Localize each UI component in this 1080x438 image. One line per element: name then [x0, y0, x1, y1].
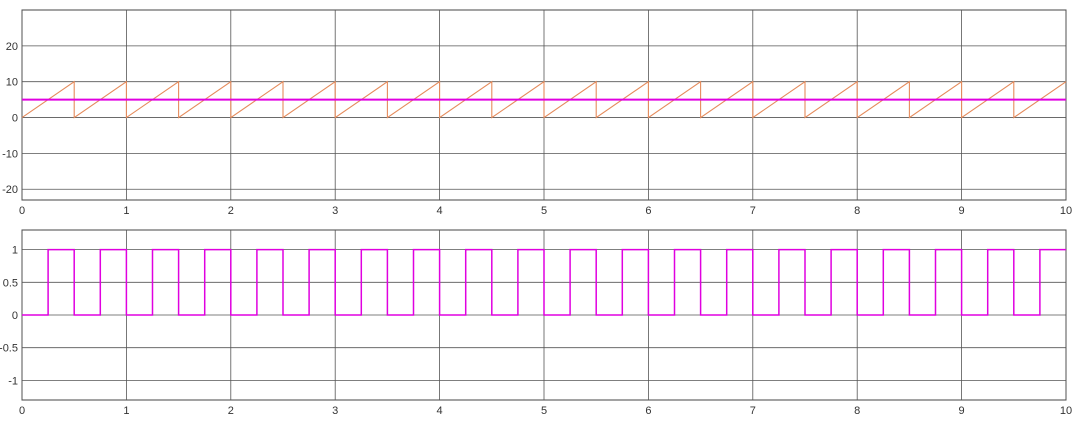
x-tick-label: 9 [959, 205, 965, 217]
x-tick-label: 10 [1060, 405, 1072, 417]
y-tick-label: 0 [12, 310, 18, 322]
x-tick-label: 9 [959, 405, 965, 417]
x-tick-label: 5 [541, 405, 547, 417]
x-tick-label: 5 [541, 205, 547, 217]
x-tick-label: 7 [750, 405, 756, 417]
y-tick-label: -0.5 [0, 343, 18, 355]
series-square [22, 248, 1066, 316]
x-tick-label: 4 [437, 405, 443, 417]
x-tick-label: 0 [19, 205, 25, 217]
plot-top: 0 1 2 3 4 5 6 7 8 9 10 -20 -10 0 10 20 [2, 10, 1072, 217]
x-tick-label: 7 [750, 205, 756, 217]
y-tick-label: 1 [12, 245, 18, 257]
y-tick-label: 10 [6, 77, 18, 89]
y-tick-label: 0 [12, 113, 18, 125]
x-tick-label: 10 [1060, 205, 1072, 217]
plot-bottom: 0 1 2 3 4 5 6 7 8 9 10 -1 -0.5 0 0.5 1 [0, 230, 1072, 417]
x-tick-label: 8 [854, 205, 860, 217]
x-tick-label: 1 [123, 205, 129, 217]
y-tick-label: -10 [2, 148, 18, 160]
y-tick-label: -20 [2, 184, 18, 196]
x-tick-label: 6 [645, 405, 651, 417]
x-tick-label: 3 [332, 405, 338, 417]
x-tick-label: 2 [228, 205, 234, 217]
x-tick-label: 0 [19, 405, 25, 417]
x-tick-label: 3 [332, 205, 338, 217]
y-tick-label: 0.5 [3, 277, 18, 289]
x-tick-label: 6 [645, 205, 651, 217]
x-tick-label: 4 [437, 205, 443, 217]
x-tick-label: 1 [123, 405, 129, 417]
x-tick-label: 2 [228, 405, 234, 417]
y-tick-label: -1 [8, 375, 18, 387]
x-tick-label: 8 [854, 405, 860, 417]
y-tick-label: 20 [6, 41, 18, 53]
